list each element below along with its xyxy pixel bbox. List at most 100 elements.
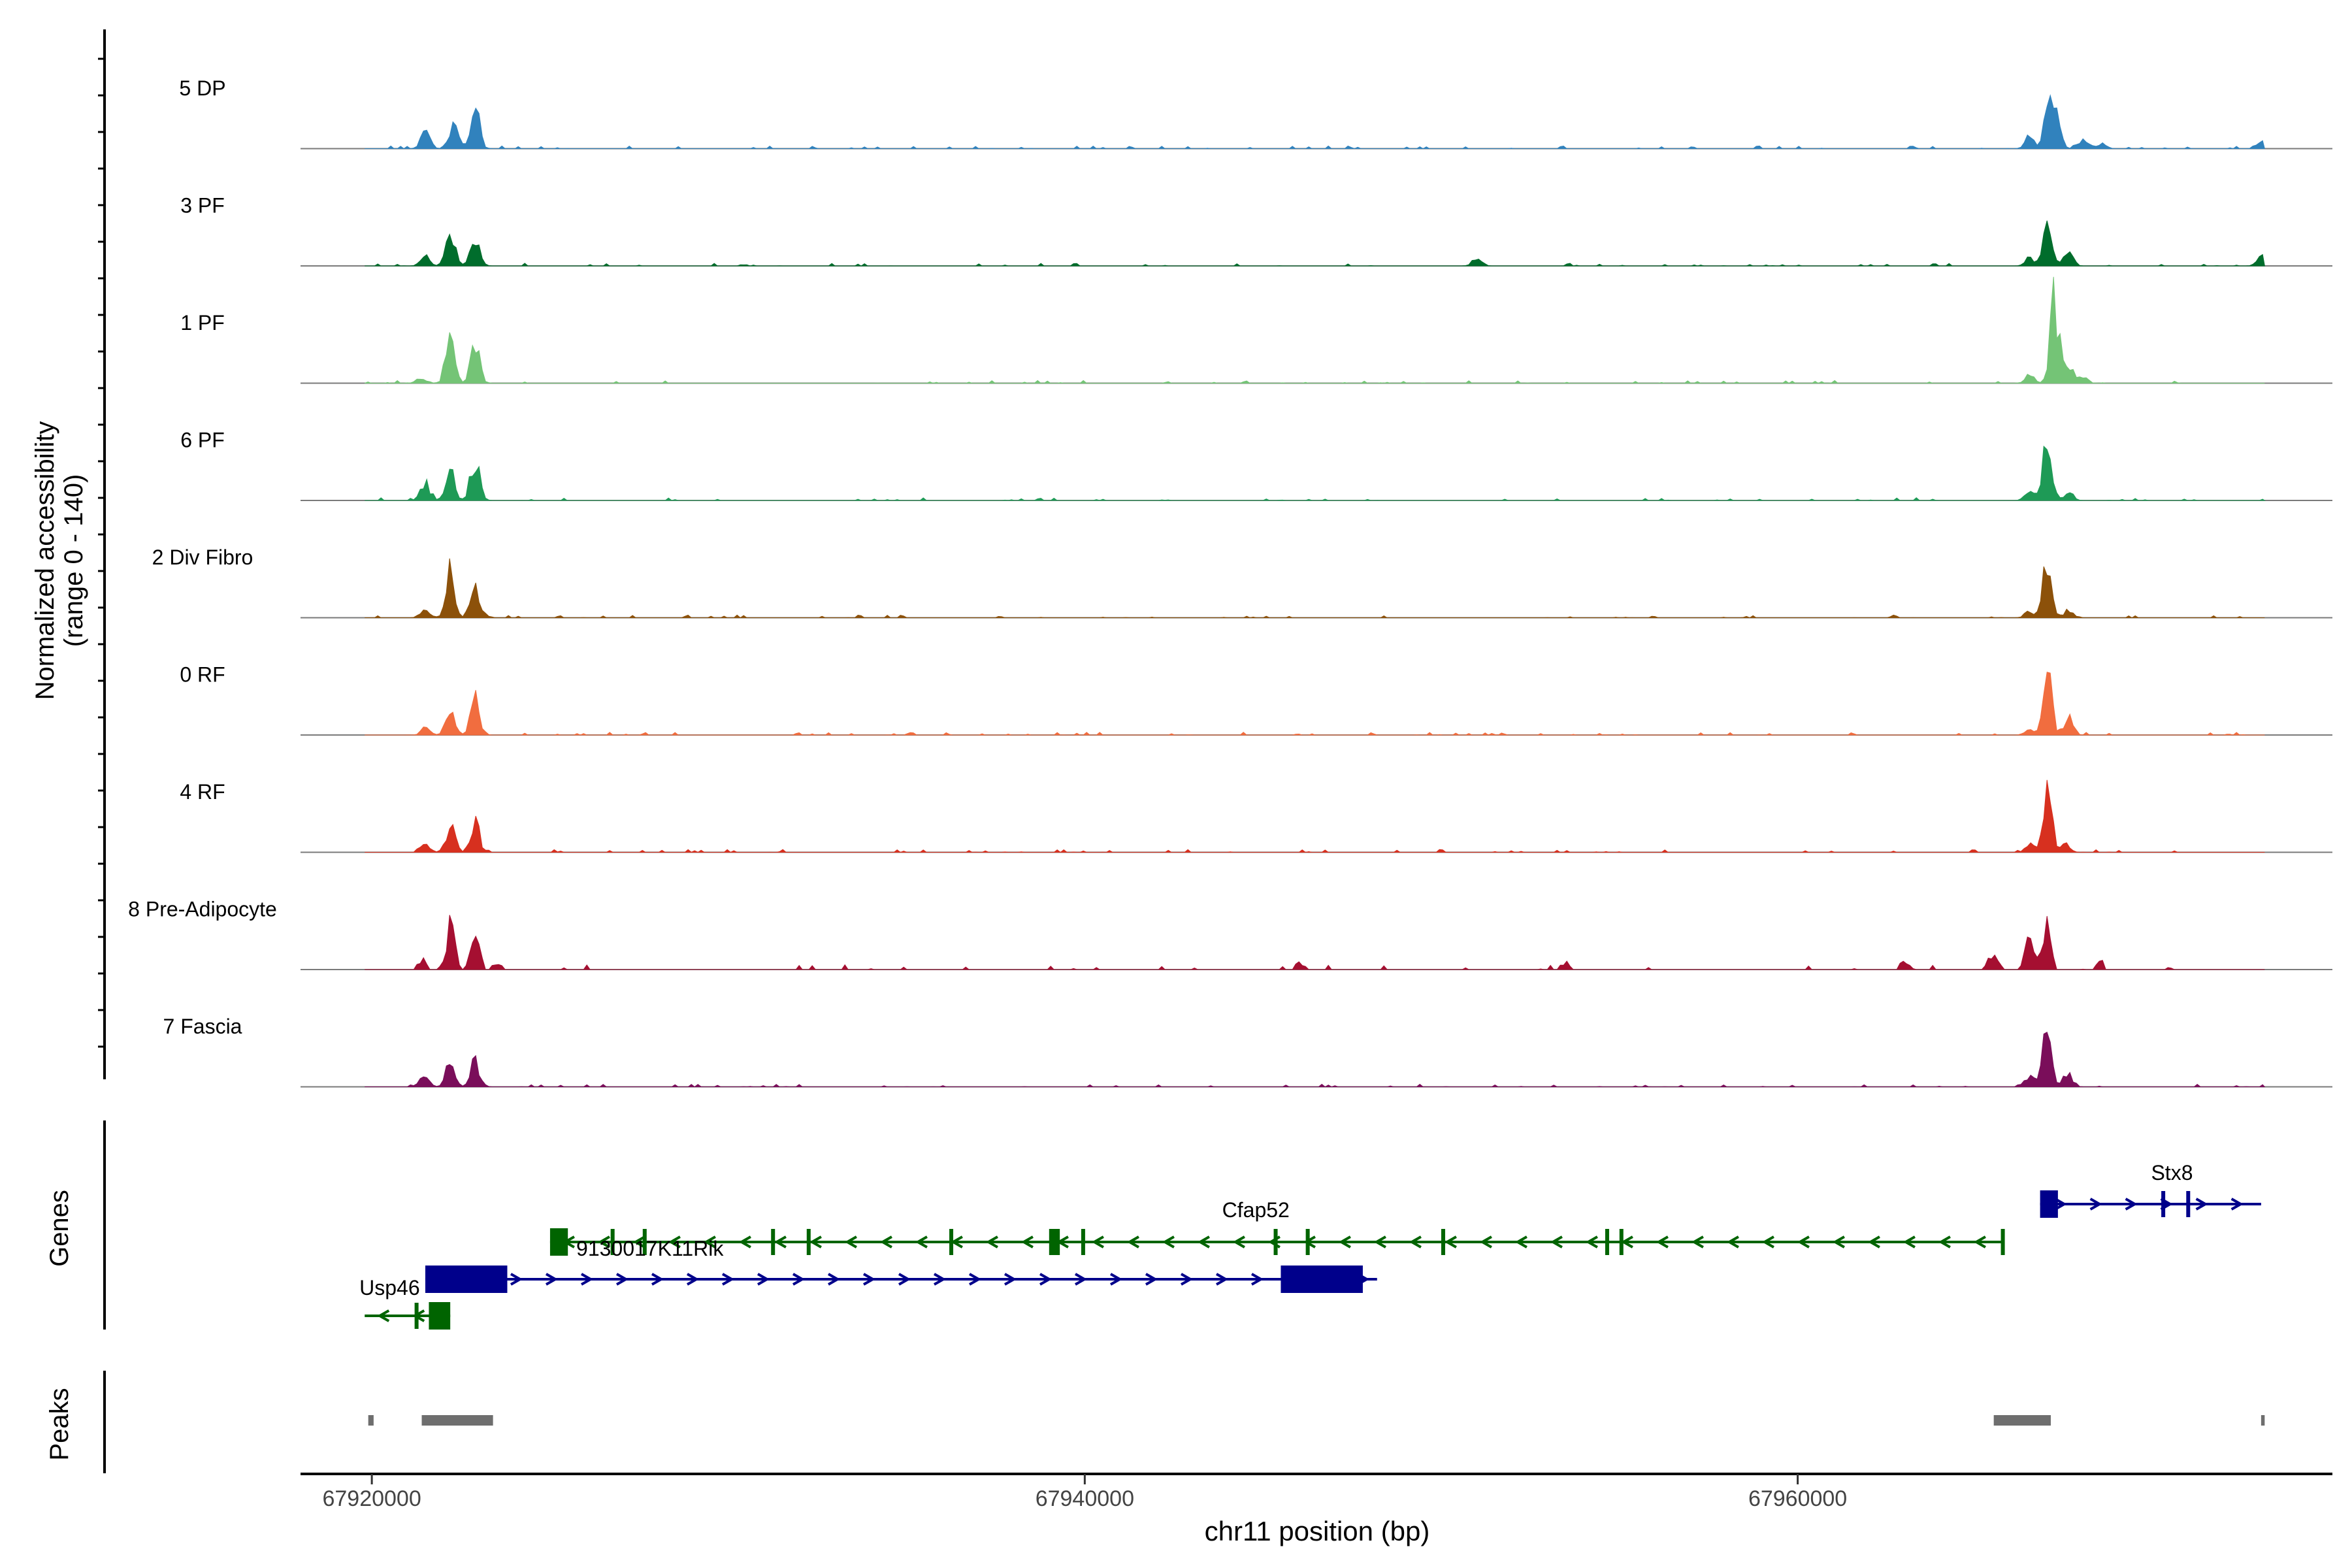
strand-chevron	[1409, 1235, 1422, 1249]
strand-chevron	[1620, 1235, 1633, 1249]
track-1-pf: 1 PF	[180, 276, 2332, 384]
gene-usp46: Usp46	[359, 1276, 451, 1330]
gene-exon	[1081, 1229, 1085, 1255]
strand-chevron	[1039, 1273, 1052, 1286]
track-6-pf: 6 PF	[180, 429, 2332, 501]
gene-exon	[806, 1229, 811, 1255]
genes-track-label: Genes	[45, 1190, 74, 1267]
strand-chevron	[757, 1273, 770, 1286]
track-7-fascia: 7 Fascia	[163, 1015, 2332, 1088]
strand-chevron	[1074, 1273, 1087, 1286]
track-3-pf: 3 PF	[180, 194, 2332, 267]
strand-chevron	[1514, 1235, 1527, 1249]
strand-chevron	[1938, 1235, 1951, 1249]
gene-exon	[2161, 1191, 2166, 1217]
strand-chevron	[879, 1235, 892, 1249]
x-axis: 67920000 67940000 67960000	[98, 29, 2332, 1511]
strand-chevron	[933, 1273, 946, 1286]
track-label: 4 RF	[180, 780, 225, 804]
coverage-tracks: 5 DP 3 PF 1 PF 6 PF 2 Div Fibro 0 RF 4 RF 8 Pre…	[128, 76, 2332, 1088]
strand-chevron	[703, 1235, 716, 1249]
gene-track: Stx8 Cfap52 9130017K11Rik Usp46	[103, 1120, 2261, 1330]
strand-chevron	[510, 1273, 523, 1286]
strand-chevron	[1832, 1235, 1845, 1249]
gene-stx8: Stx8	[2040, 1161, 2261, 1218]
strand-chevron	[1162, 1235, 1175, 1249]
gene-exon	[2001, 1229, 2005, 1255]
peaks-track-label: Peaks	[45, 1388, 74, 1460]
peak-track	[103, 1371, 2265, 1473]
gene-exon	[1441, 1229, 1445, 1255]
track-label: 6 PF	[180, 429, 225, 452]
coverage-area	[365, 1032, 2266, 1088]
x-tick-label: 67960000	[1748, 1486, 1847, 1511]
strand-chevron	[1197, 1235, 1210, 1249]
x-tick-label: 67920000	[322, 1486, 421, 1511]
strand-chevron	[1797, 1235, 1810, 1249]
strand-chevron	[1691, 1235, 1704, 1249]
strand-chevron	[1761, 1235, 1774, 1249]
gene-exon	[1281, 1266, 1363, 1293]
strand-chevron	[1250, 1273, 1264, 1286]
coverage-area	[365, 558, 2265, 619]
track-8-pre-adipocyte: 8 Pre-Adipocyte	[128, 898, 2332, 970]
peak-region	[421, 1415, 493, 1426]
gene-label: Stx8	[2151, 1161, 2193, 1184]
strand-chevron	[809, 1235, 822, 1249]
x-axis-title: chr11 position (bp)	[1205, 1516, 1430, 1546]
strand-chevron	[1656, 1235, 1669, 1249]
gene-exon	[1049, 1229, 1060, 1255]
gene-exon	[425, 1266, 508, 1293]
track-label: 7 Fascia	[163, 1015, 242, 1038]
strand-chevron	[1550, 1235, 1563, 1249]
strand-chevron	[774, 1235, 787, 1249]
strand-chevron	[1973, 1235, 1986, 1249]
gene-cfap52: Cfap52	[549, 1198, 2005, 1256]
strand-chevron	[545, 1273, 558, 1286]
strand-chevron	[1109, 1273, 1122, 1286]
strand-chevron	[1091, 1235, 1104, 1249]
strand-chevron	[862, 1273, 875, 1286]
strand-chevron	[1373, 1235, 1386, 1249]
track-label: 2 Div Fibro	[152, 546, 253, 569]
strand-chevron	[2125, 1198, 2138, 1211]
gene-9130017k11rik: 9130017K11Rik	[425, 1237, 1377, 1293]
strand-chevron	[1444, 1235, 1457, 1249]
strand-chevron	[915, 1235, 928, 1249]
gene-exon	[1305, 1229, 1310, 1255]
strand-chevron	[2089, 1198, 2102, 1211]
x-tick-label: 67940000	[1036, 1486, 1134, 1511]
gene-label: 9130017K11Rik	[576, 1237, 724, 1260]
track-label: 1 PF	[180, 311, 225, 335]
track-0-rf: 0 RF	[180, 663, 2332, 736]
peak-region	[2261, 1415, 2265, 1426]
strand-chevron	[1126, 1235, 1139, 1249]
coverage-area	[365, 220, 2265, 267]
gene-label: Usp46	[359, 1276, 420, 1299]
peak-region	[368, 1415, 374, 1426]
strand-chevron	[1726, 1235, 1739, 1249]
strand-chevron	[2054, 1198, 2067, 1211]
strand-chevron	[985, 1235, 998, 1249]
strand-chevron	[1004, 1273, 1017, 1286]
strand-chevron	[1585, 1235, 1598, 1249]
track-label: 8 Pre-Adipocyte	[128, 898, 277, 921]
coverage-area	[365, 445, 2266, 501]
strand-chevron	[721, 1273, 734, 1286]
strand-chevron	[1903, 1235, 1916, 1249]
y-axis-label-range: (range 0 - 140)	[59, 474, 88, 647]
y-axis-label: Normalized accessibility	[31, 421, 59, 700]
gene-exon	[1605, 1229, 1609, 1255]
gene-exon	[414, 1303, 419, 1329]
track-5-dp: 5 DP	[179, 76, 2332, 150]
strand-chevron	[615, 1273, 629, 1286]
gene-label: Cfap52	[1222, 1198, 1290, 1222]
strand-chevron	[1232, 1235, 1245, 1249]
gene-exon	[2186, 1191, 2191, 1217]
strand-chevron	[377, 1309, 390, 1322]
coverage-area	[365, 915, 2265, 970]
strand-chevron	[792, 1273, 805, 1286]
strand-chevron	[668, 1235, 681, 1249]
strand-chevron	[597, 1235, 610, 1249]
